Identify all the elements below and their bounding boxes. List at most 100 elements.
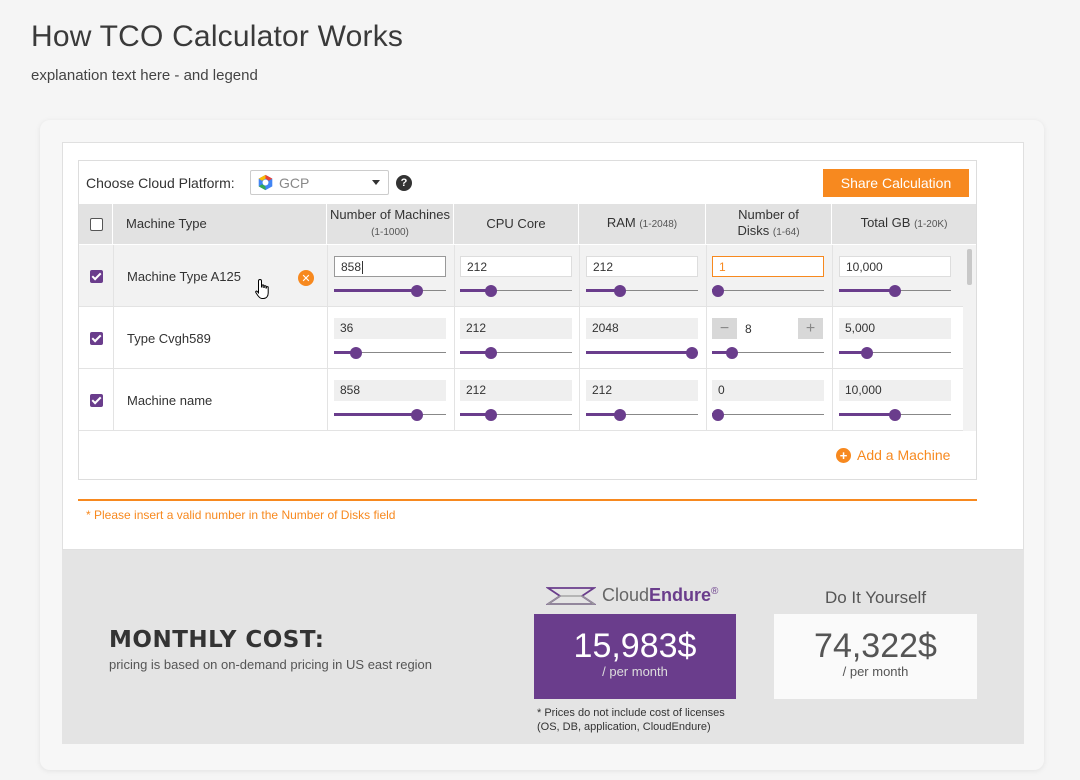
cloudendure-logo-icon [546,586,596,605]
ram-value: 2048 [592,321,619,335]
slider-thumb[interactable] [485,347,498,359]
text-caret [362,261,364,275]
table-row: Type Cvgh589 36 212 2048 −8 +5,000 [79,307,963,369]
add-machine-button[interactable]: + Add a Machine [836,447,950,463]
column-divider [454,307,455,368]
disks-input[interactable]: 1 [712,256,824,277]
slider-fill [712,351,733,354]
machines-value: 858 [340,383,361,397]
ram-input[interactable]: 212 [586,380,698,401]
slider-fill [334,289,417,292]
cpu-slider[interactable] [460,285,572,297]
column-divider [706,369,707,430]
column-divider [832,245,833,306]
total-gb-slider[interactable] [839,347,951,359]
slider-track [586,290,698,291]
column-divider [832,307,833,368]
cloudendure-price: 15,983$ [573,627,697,665]
slider-fill [586,351,693,354]
page-subtitle: explanation text here - and legend [31,67,258,84]
slider-thumb[interactable] [711,285,724,297]
slider-thumb[interactable] [686,347,699,359]
disks-slider[interactable] [712,347,824,359]
row-checkbox[interactable] [90,270,103,283]
add-machine-label: Add a Machine [857,447,951,463]
cpu-value: 212 [467,260,488,274]
disks-decrement-button[interactable]: − [712,318,737,339]
machines-slider[interactable] [334,285,446,297]
share-calculation-button[interactable]: Share Calculation [823,169,969,197]
machines-input[interactable]: 858 [334,256,446,277]
disks-increment-button[interactable]: + [798,318,823,339]
slider-thumb[interactable] [485,409,498,421]
disks-input[interactable]: 0 [712,380,824,401]
slider-track [839,352,951,353]
ram-slider[interactable] [586,347,699,359]
gcp-logo-icon [258,174,273,191]
ram-input[interactable]: 2048 [586,318,698,339]
slider-track [334,352,446,353]
column-divider [454,245,455,306]
slider-thumb[interactable] [889,409,901,421]
cpu-input[interactable]: 212 [460,318,572,339]
total-gb-slider[interactable] [839,285,951,297]
total-gb-slider[interactable] [839,409,951,421]
cpu-slider[interactable] [460,409,572,421]
row-checkbox[interactable] [90,394,103,407]
ram-slider[interactable] [586,285,698,297]
remove-machine-icon[interactable]: ✕ [298,270,314,286]
slider-track [712,290,824,291]
total-gb-value: 5,000 [845,321,876,335]
slider-thumb[interactable] [889,285,901,297]
slider-thumb[interactable] [861,347,873,359]
table-row: Machine Type A125 858 212 212 1 10,000 [79,245,963,307]
cpu-input[interactable]: 212 [460,380,572,401]
platform-select[interactable]: GCP [250,170,389,195]
slider-track [712,414,824,415]
total-gb-input[interactable]: 10,000 [839,256,951,277]
slider-thumb[interactable] [711,409,724,421]
help-icon[interactable]: ? [396,175,412,191]
slider-fill [460,413,492,416]
disks-slider[interactable] [711,285,824,297]
total-gb-input[interactable]: 10,000 [839,380,951,401]
table-header: Machine Type Number of Machines (1-1000)… [79,204,976,244]
disks-stepper-value[interactable]: 8 [745,322,752,336]
row-checkbox[interactable] [90,332,103,345]
ram-input[interactable]: 212 [586,256,698,277]
column-divider [113,245,114,306]
slider-thumb[interactable] [726,347,739,359]
platform-label: Choose Cloud Platform: [86,175,235,191]
column-divider [579,307,580,368]
select-all-checkbox[interactable] [90,218,103,231]
slider-thumb[interactable] [350,347,363,359]
machines-value: 36 [340,321,354,335]
cpu-input[interactable]: 212 [460,256,572,277]
total-gb-value: 10,000 [846,260,883,274]
ram-slider[interactable] [586,409,698,421]
slider-thumb[interactable] [613,409,626,421]
machines-slider[interactable] [334,409,446,421]
slider-thumb[interactable] [410,409,423,421]
slider-thumb[interactable] [410,285,423,297]
total-gb-input[interactable]: 5,000 [839,318,951,339]
cpu-slider[interactable] [460,347,572,359]
table-scrollbar[interactable] [963,245,976,431]
header-disks: Number of Disks (1-64) [706,204,832,244]
slider-track [712,352,824,353]
column-divider [706,245,707,306]
slider-thumb[interactable] [485,285,498,297]
slider-track [460,352,572,353]
slider-track [460,414,572,415]
machines-input[interactable]: 36 [334,318,446,339]
slider-thumb[interactable] [613,285,626,297]
machines-slider[interactable] [334,347,446,359]
disks-slider[interactable] [711,409,824,421]
cpu-value: 212 [466,383,487,397]
disks-value: 1 [719,260,726,274]
scroll-thumb[interactable] [967,249,972,285]
cloudendure-per-month: / per month [602,664,668,679]
column-divider [327,369,328,430]
machines-input[interactable]: 858 [334,380,446,401]
chevron-down-icon [372,180,380,185]
